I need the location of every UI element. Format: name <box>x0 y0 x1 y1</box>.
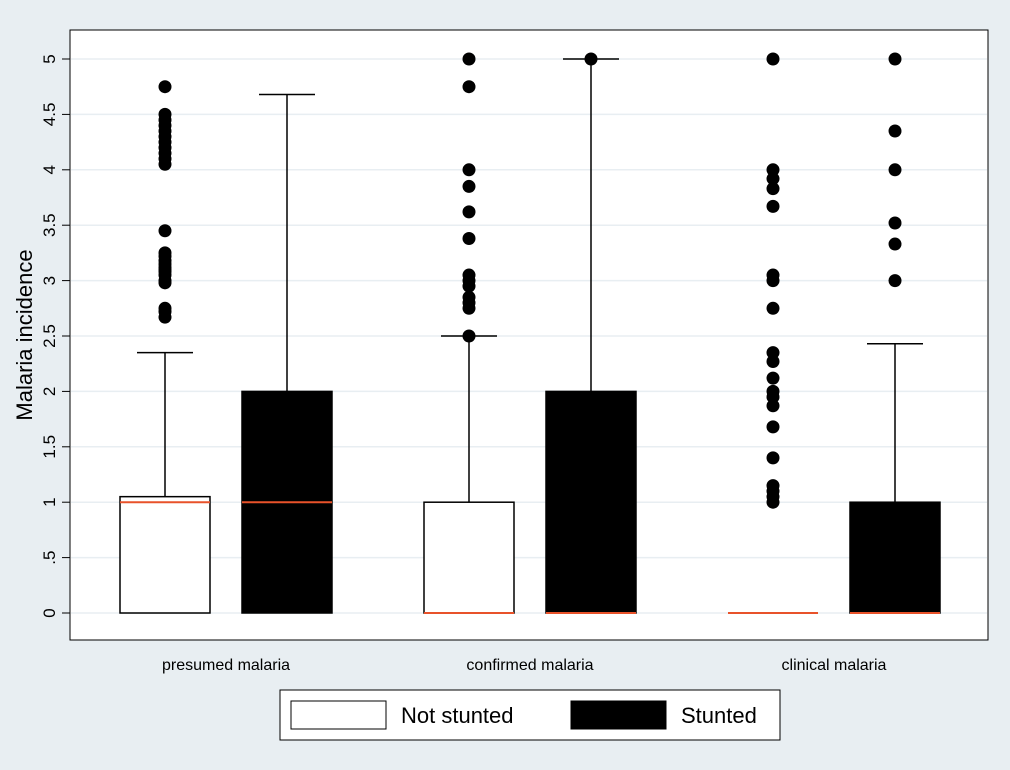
box-not-stunted-2 <box>728 52 818 614</box>
box-body <box>119 495 211 614</box>
box-body <box>545 390 637 614</box>
legend: Not stunted Stunted <box>279 689 781 741</box>
category-label: confirmed malaria <box>466 657 593 674</box>
outlier-point <box>766 346 780 360</box>
outlier-point <box>766 52 780 66</box>
outlier-point <box>462 268 476 282</box>
outlier-point <box>158 107 172 121</box>
outlier-point <box>888 274 902 288</box>
outlier-point <box>462 205 476 219</box>
legend-label-stunted: Stunted <box>681 703 757 728</box>
y-tick-label: 4.5 <box>40 103 59 127</box>
outlier-point <box>888 52 902 66</box>
outlier-point <box>462 52 476 66</box>
legend-swatch-not-stunted <box>290 700 387 730</box>
outlier-point <box>158 224 172 238</box>
outlier-point <box>462 329 476 343</box>
box-body <box>423 501 515 614</box>
outlier-point <box>766 420 780 434</box>
outlier-point <box>766 371 780 385</box>
outlier-point <box>888 124 902 138</box>
y-tick-label: 3.5 <box>40 213 59 237</box>
outlier-point <box>462 179 476 193</box>
outlier-point <box>766 451 780 465</box>
y-tick-label: 2.5 <box>40 324 59 348</box>
x-axis-category-labels: presumed malaria confirmed malaria clinica… <box>162 657 887 674</box>
y-tick-label: 1 <box>40 497 59 506</box>
box-stunted-0 <box>241 93 333 614</box>
y-tick-label: 4 <box>40 165 59 174</box>
outlier-point <box>462 80 476 94</box>
box-not-stunted-0 <box>119 80 211 614</box>
outlier-point <box>584 52 598 66</box>
outlier-point <box>158 80 172 94</box>
y-tick-label: 3 <box>40 276 59 285</box>
box-stunted-1 <box>545 52 637 614</box>
outlier-point <box>462 231 476 245</box>
y-tick-label: .5 <box>40 551 59 565</box>
outlier-point <box>158 246 172 260</box>
y-tick-label: 2 <box>40 387 59 396</box>
outlier-point <box>766 301 780 315</box>
outlier-point <box>462 163 476 177</box>
legend-swatch-stunted <box>570 700 667 730</box>
box-body <box>849 501 941 614</box>
boxes <box>119 52 941 614</box>
plot-area <box>69 29 989 641</box>
y-axis-title: Malaria incidence <box>12 249 37 420</box>
box-not-stunted-1 <box>423 52 515 614</box>
gridlines <box>71 58 987 614</box>
category-label: presumed malaria <box>162 657 290 674</box>
outlier-point <box>766 479 780 493</box>
outlier-point <box>766 268 780 282</box>
outlier-point <box>888 216 902 230</box>
outlier-point <box>888 237 902 251</box>
y-axis-ticks: 0 .5 1 1.5 2 2.5 3 3.5 4 4.5 5 <box>40 54 70 618</box>
outlier-point <box>462 290 476 304</box>
box-stunted-2 <box>849 52 941 614</box>
outlier-point <box>888 163 902 177</box>
outlier-point <box>766 199 780 213</box>
outlier-point <box>766 384 780 398</box>
category-label: clinical malaria <box>782 657 887 674</box>
outlier-point <box>766 182 780 196</box>
outlier-point <box>766 163 780 177</box>
outlier-point <box>158 301 172 315</box>
legend-label-not-stunted: Not stunted <box>401 703 514 728</box>
y-tick-label: 1.5 <box>40 435 59 459</box>
y-tick-label: 0 <box>40 608 59 617</box>
y-tick-label: 5 <box>40 54 59 63</box>
